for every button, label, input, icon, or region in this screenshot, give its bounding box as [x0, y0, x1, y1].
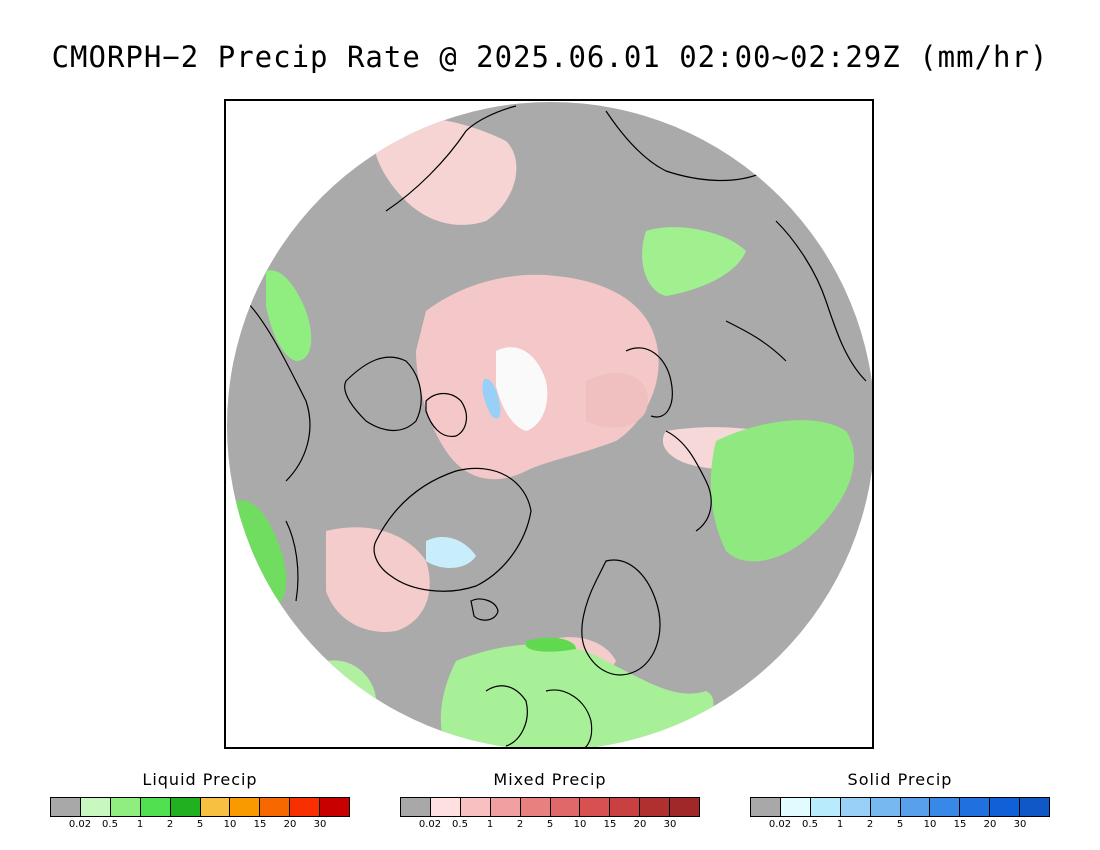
- legend-tick-label: 10: [573, 819, 587, 830]
- legend-swatch: [930, 798, 961, 816]
- coastlines: [245, 105, 867, 747]
- legend-tick-label: 15: [953, 819, 967, 830]
- legend-swatch: [580, 798, 611, 816]
- legend-swatch: [80, 798, 111, 816]
- legend-tick-label: 2: [166, 819, 174, 830]
- legend-tick-label: 0.02: [68, 819, 92, 830]
- liquid-precip-region-atlantic: [236, 500, 287, 606]
- legend-swatch: [960, 798, 991, 816]
- legend-swatch: [110, 798, 141, 816]
- legend-swatch: [430, 798, 461, 816]
- legend-tick-label: 20: [283, 819, 297, 830]
- mixed-precip-region-greenland-sea: [326, 527, 430, 632]
- legend-liquid: Liquid Precip 0.02 0.5 1 2 5 10 15 20 30: [50, 770, 350, 833]
- liquid-precip-region-siberia-east: [642, 227, 746, 296]
- legend-swatch: [1020, 798, 1050, 816]
- legend-swatch: [260, 798, 291, 816]
- legend-tick-label: 10: [923, 819, 937, 830]
- legend-tick-label: 1: [486, 819, 494, 830]
- legend-swatch: [900, 798, 931, 816]
- legend-ticks: 0.02 0.5 1 2 5 10 15 20 30: [50, 819, 350, 833]
- legend-title: Mixed Precip: [493, 770, 607, 789]
- legend-swatch: [490, 798, 521, 816]
- legend-tick-label: 2: [516, 819, 524, 830]
- legend-color-bar: [50, 797, 350, 817]
- legend-tick-label: 20: [983, 819, 997, 830]
- legend-swatch: [840, 798, 871, 816]
- legend-solid: Solid Precip 0.02 0.5 1 2 5 10 15 20 30: [750, 770, 1050, 833]
- legend-tick-label: 1: [836, 819, 844, 830]
- legend-tick-label: 15: [603, 819, 617, 830]
- legend-ticks: 0.02 0.5 1 2 5 10 15 20 30: [400, 819, 700, 833]
- legend-swatch: [170, 798, 201, 816]
- legend-tick-label: 15: [253, 819, 267, 830]
- liquid-precip-region-north-sea: [526, 637, 576, 652]
- liquid-precip-region-canada: [266, 270, 312, 361]
- legend-swatch: [520, 798, 551, 816]
- legend-color-bar: [750, 797, 1050, 817]
- legend-tick-label: 30: [313, 819, 327, 830]
- precip-map[interactable]: [224, 99, 874, 749]
- snow-core: [496, 347, 548, 431]
- legend-tick-label: 10: [223, 819, 237, 830]
- legend-title: Liquid Precip: [142, 770, 258, 789]
- legend-color-bar: [400, 797, 700, 817]
- legend-mixed: Mixed Precip 0.02 0.5 1 2 5 10 15 20 30: [400, 770, 700, 833]
- legend-tick-label: 20: [633, 819, 647, 830]
- legend-swatch: [200, 798, 231, 816]
- map-title: CMORPH−2 Precip Rate @ 2025.06.01 02:00~…: [51, 40, 1049, 74]
- legend-tick-label: 2: [866, 819, 874, 830]
- liquid-precip-region-europe: [440, 644, 714, 747]
- legend-tick-label: 0.5: [802, 819, 818, 830]
- legend-swatch: [51, 798, 81, 816]
- legend-tick-label: 30: [1013, 819, 1027, 830]
- legend-title: Solid Precip: [847, 770, 953, 789]
- legend-swatch: [140, 798, 171, 816]
- legend-swatch: [670, 798, 700, 816]
- legend-swatch: [230, 798, 261, 816]
- legend-tick-label: 5: [896, 819, 904, 830]
- legend-swatch: [990, 798, 1021, 816]
- legend-swatch: [640, 798, 671, 816]
- legend-ticks: 0.02 0.5 1 2 5 10 15 20 30: [750, 819, 1050, 833]
- legend-tick-label: 5: [196, 819, 204, 830]
- legend-swatch: [290, 798, 321, 816]
- legend-swatch: [401, 798, 431, 816]
- solid-precip-region-greenland: [426, 536, 476, 568]
- legend-swatch: [751, 798, 781, 816]
- solid-precip-region-pole: [482, 378, 501, 419]
- legend-swatch: [460, 798, 491, 816]
- legend-tick-label: 5: [546, 819, 554, 830]
- legend-swatch: [870, 798, 901, 816]
- legend-tick-label: 1: [136, 819, 144, 830]
- legend-swatch: [810, 798, 841, 816]
- legend-tick-label: 0.02: [418, 819, 442, 830]
- legend-swatch: [320, 798, 350, 816]
- legend-swatch: [550, 798, 581, 816]
- mixed-precip-region-siberia: [586, 372, 648, 428]
- legend-tick-label: 0.02: [768, 819, 792, 830]
- liquid-precip-region-asia: [710, 420, 855, 562]
- legend-tick-label: 0.5: [102, 819, 118, 830]
- map-canvas: [227, 102, 872, 747]
- legend-swatch: [610, 798, 641, 816]
- legend-swatch: [780, 798, 811, 816]
- legend-tick-label: 0.5: [452, 819, 468, 830]
- legend-tick-label: 30: [663, 819, 677, 830]
- mixed-precip-region-north: [373, 117, 517, 225]
